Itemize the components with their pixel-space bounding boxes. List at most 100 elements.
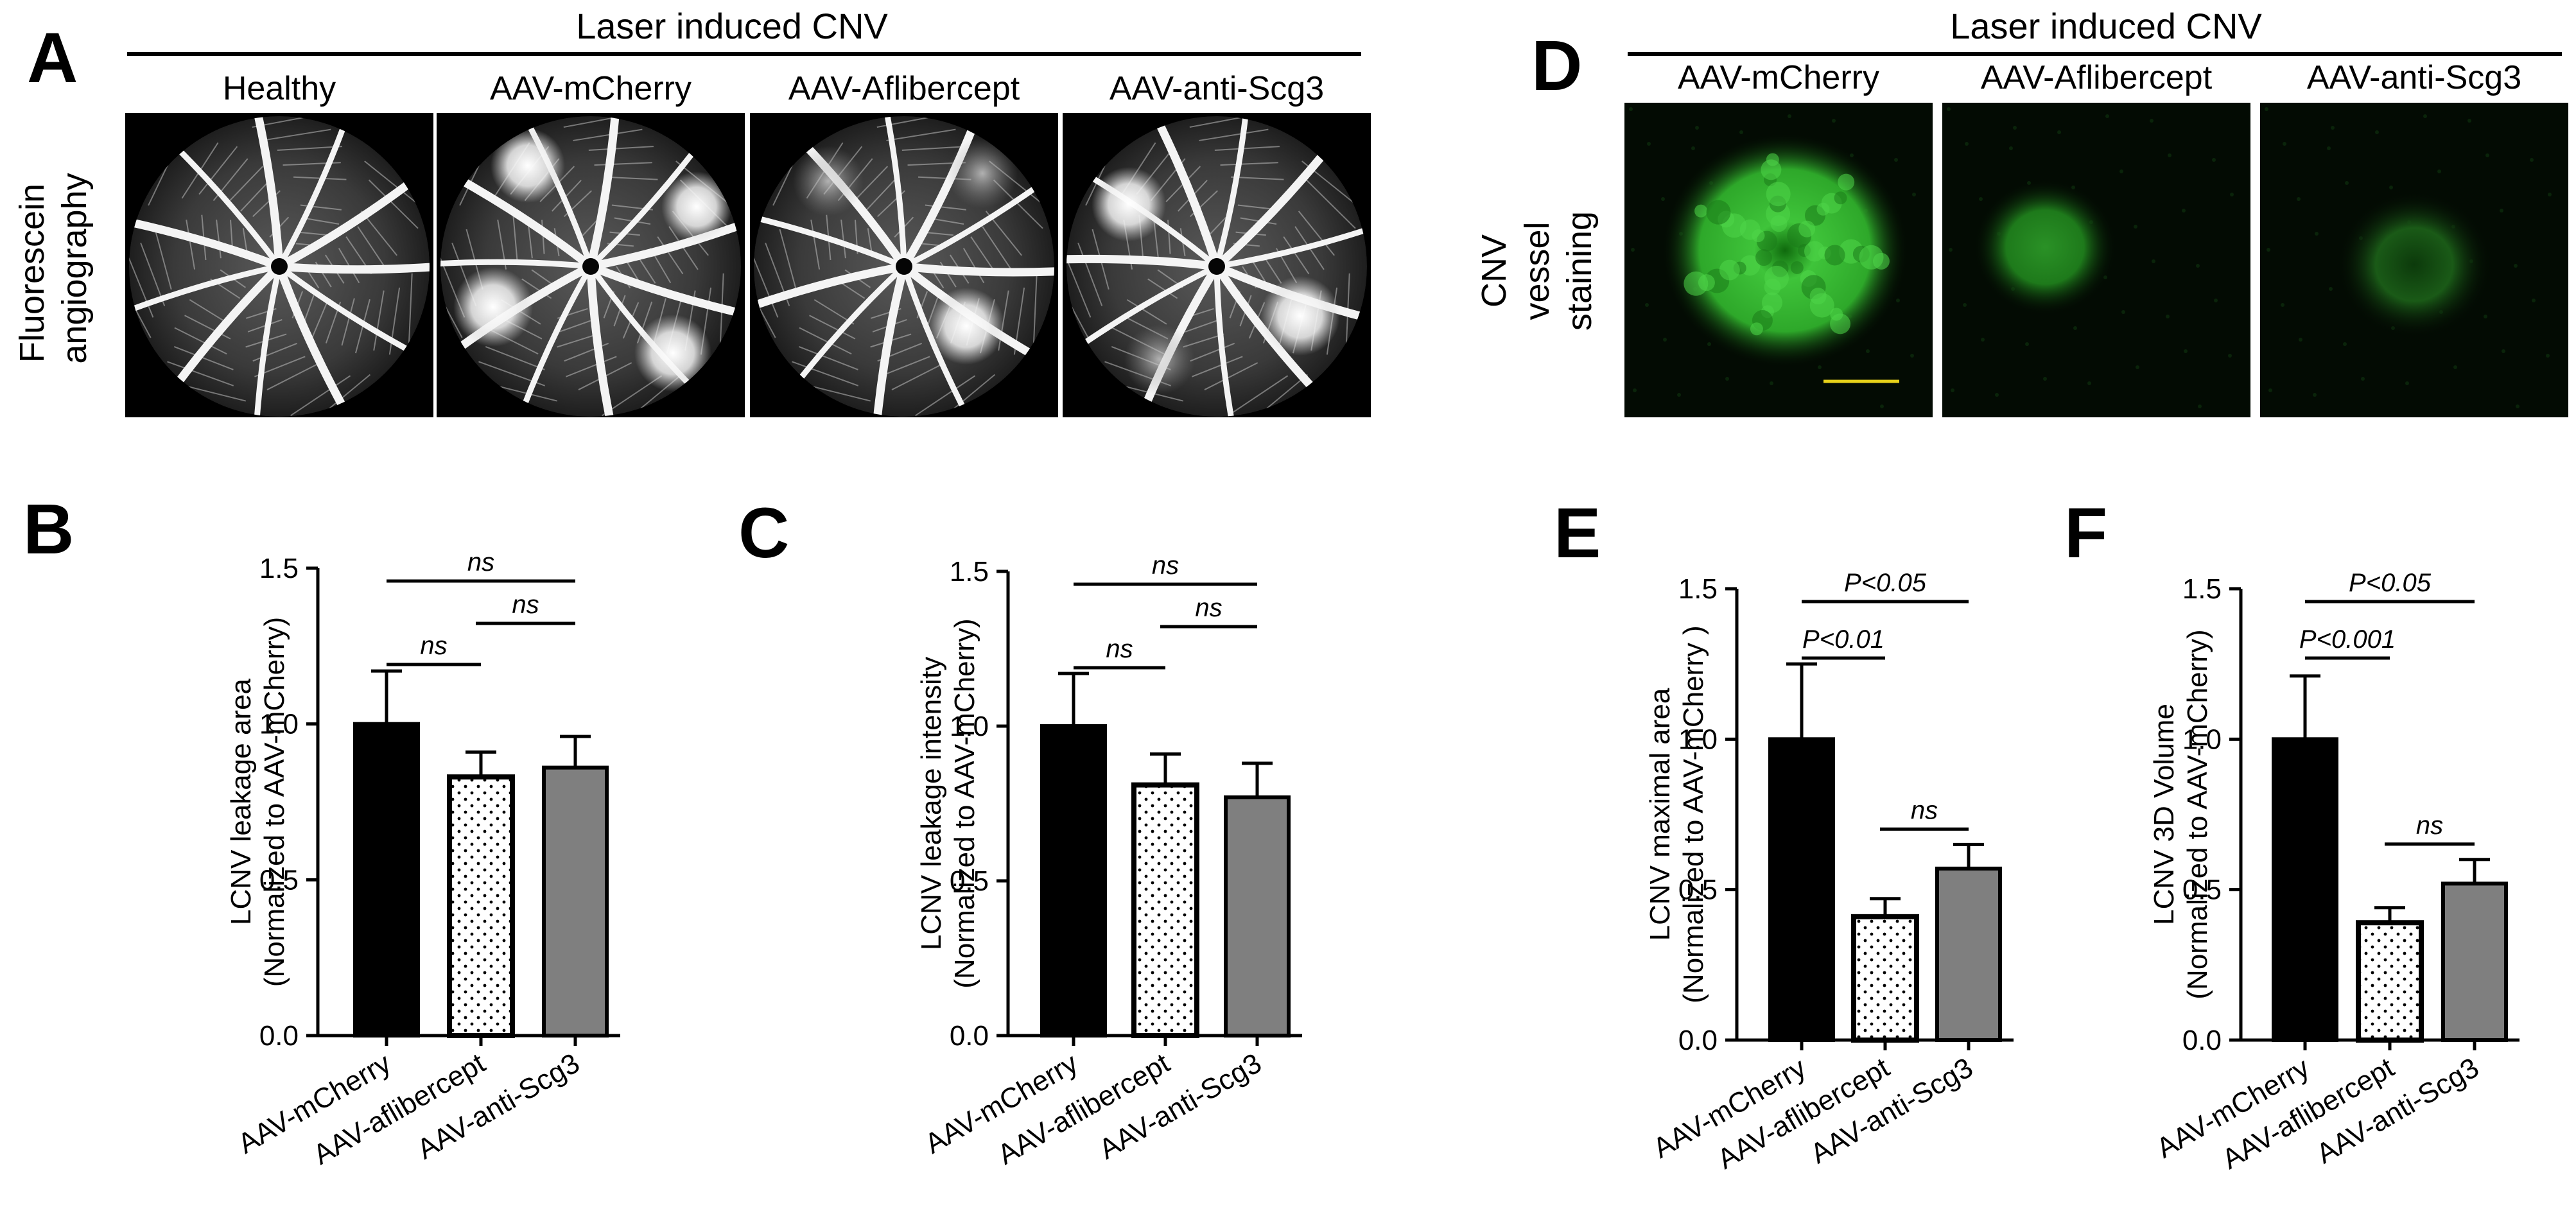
retinal-vessel (792, 263, 907, 388)
capillary (302, 217, 340, 225)
panel-d-column-label: AAV-anti-Scg3 (2307, 59, 2521, 96)
background-speckle (2423, 114, 2427, 118)
panel-letter-c: C (738, 494, 789, 573)
capillary (588, 146, 654, 152)
capillary (485, 346, 545, 370)
significance-label: ns (1152, 551, 1179, 580)
y-tick-label: 0.5 (1678, 874, 1718, 906)
stain-texture (1824, 245, 1845, 266)
y-tick-label: 0.5 (2182, 874, 2222, 906)
panel-d-column-labels: AAV-mCherry AAV-Aflibercept AAV-anti-Scg3 (1678, 59, 2521, 96)
stain-texture (1809, 293, 1834, 318)
capillary (557, 333, 598, 348)
background-speckle (2502, 349, 2505, 353)
stain-texture (1719, 259, 1740, 281)
background-speckle (1894, 158, 1898, 162)
background-speckle (2532, 299, 2536, 302)
stain-texture (1766, 153, 1779, 166)
background-speckle (2453, 365, 2457, 369)
capillary (613, 295, 626, 327)
x-tick-label: AAV-anti-Scg3 (412, 1047, 585, 1165)
background-speckle (1631, 248, 1635, 252)
background-speckle (2228, 354, 2232, 358)
background-speckle (2514, 264, 2518, 268)
capillary (879, 356, 930, 378)
optic-disc (582, 258, 599, 275)
background-speckle (2043, 377, 2047, 381)
y-tick-label: 1.0 (950, 711, 989, 742)
panel-a-row-label-line2: angiography (55, 173, 94, 363)
capillary (360, 211, 397, 256)
capillary (810, 220, 821, 270)
y-tick-label: 1.0 (1678, 724, 1718, 755)
background-speckle (2283, 142, 2286, 146)
background-speckle (2214, 299, 2218, 302)
stain-texture (1838, 173, 1855, 191)
panel-d-column-label: AAV-mCherry (1678, 59, 1879, 96)
background-speckle (2136, 365, 2139, 369)
y-tick-label: 1.0 (259, 709, 299, 740)
capillary (364, 161, 423, 209)
chart-c: LCNV leakage intensity (Normalized to AAV… (916, 551, 1302, 1171)
y-axis-label-sub: (Normalized to AAV-mCherry) (949, 618, 980, 988)
y-axis-label-sub: (Normalized to AAV-mCherry) (259, 617, 290, 987)
fundus-images (125, 113, 1371, 417)
capillary (1228, 375, 1289, 417)
capillary (594, 162, 652, 166)
background-speckle (1739, 130, 1743, 134)
capillary (1190, 342, 1235, 362)
capillary (566, 356, 617, 378)
stain-texture (1684, 271, 1709, 296)
capillary (605, 176, 658, 180)
capillary (140, 242, 166, 306)
retinal-vessel (1152, 116, 1221, 271)
capillary (925, 204, 966, 211)
y-tick-label: 1.5 (1678, 573, 1718, 605)
panel-d-row-label-1: CNV (1475, 234, 1513, 308)
y-tick-label: 1.0 (2182, 724, 2222, 755)
background-speckle (1951, 388, 1954, 392)
retinal-vessel (1214, 116, 1249, 270)
background-speckle (2329, 287, 2333, 291)
capillary (982, 226, 1012, 270)
capillary (311, 302, 328, 339)
capillary (809, 315, 856, 340)
stain-texture (1764, 278, 1781, 295)
background-speckle (2009, 146, 2013, 150)
background-speckle (1912, 193, 1916, 196)
retinal-vessel (586, 262, 616, 417)
cnv-lesion (634, 315, 711, 392)
cnv-lesion (491, 128, 565, 203)
panel-d-column-label: AAV-Aflibercept (1981, 59, 2213, 96)
background-speckle (2530, 158, 2534, 162)
capillary (290, 375, 351, 417)
stain-texture (1750, 322, 1763, 336)
significance-label: ns (1195, 594, 1222, 622)
cnv-vessel-stain (2337, 191, 2491, 338)
retinal-vessel (253, 263, 283, 417)
cnv-lesion (1124, 324, 1195, 395)
background-speckle (1947, 107, 1951, 111)
background-speckle (2166, 315, 2170, 318)
background-speckle (1965, 142, 1969, 146)
retinal-vessel (587, 143, 701, 270)
retinal-vessel (754, 262, 909, 311)
retinal-vessel (519, 263, 594, 415)
panel-a-column-label: AAV-anti-Scg3 (1110, 70, 1324, 107)
stain-texture (1706, 200, 1731, 225)
panel-letter-a: A (27, 19, 78, 98)
capillary (923, 231, 953, 236)
background-speckle (1645, 303, 1649, 307)
background-speckle (2121, 310, 2125, 314)
capillary (266, 362, 321, 390)
background-speckle (2182, 209, 2186, 213)
retinal-vessel (275, 175, 419, 271)
background-speckle (2230, 193, 2234, 196)
background-speckle (1663, 338, 1667, 342)
chart-b: LCNV leakage area (Normalized to AAV-mChe… (225, 548, 620, 1171)
stain-texture (1798, 220, 1816, 238)
background-speckle (1647, 142, 1651, 146)
capillary (799, 327, 852, 355)
